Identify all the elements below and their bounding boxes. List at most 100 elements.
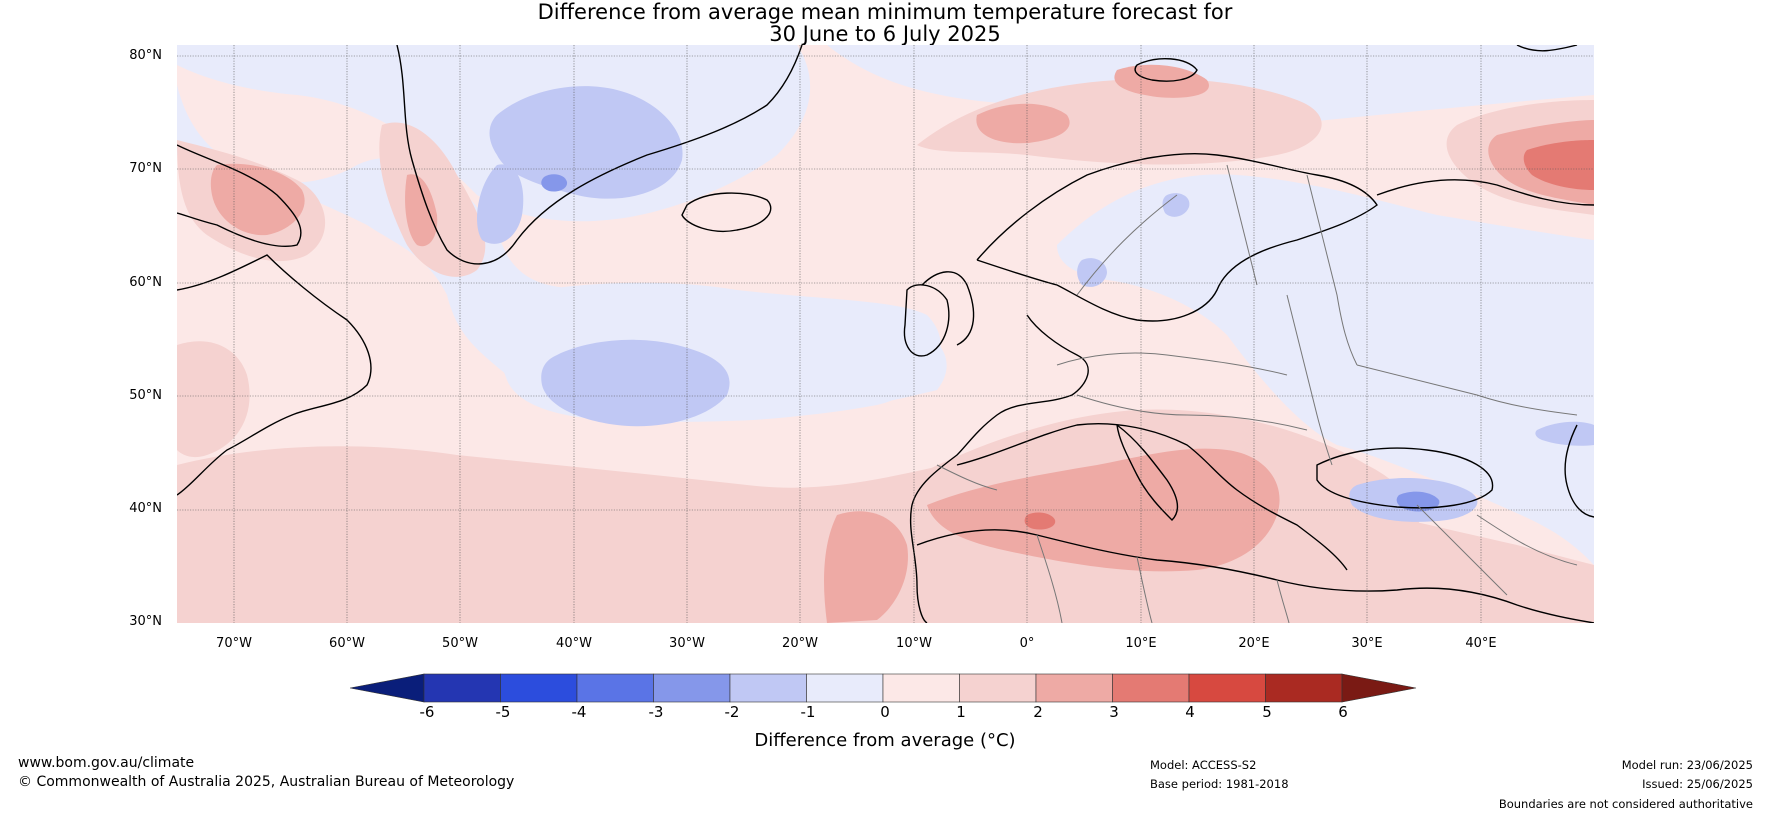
lat-label-30n: 30°N [129, 614, 162, 629]
coastline-russia-north [1376, 179, 1594, 206]
lon-label-50w: 50°W [442, 636, 478, 651]
border-central-europe-2 [1076, 394, 1308, 431]
chart-title-line-1: Difference from average mean minimum tem… [537, 0, 1233, 24]
colorbar-swatch [1265, 673, 1343, 703]
colorbar-tick-1: 1 [956, 703, 966, 721]
coastline-greenland [396, 45, 803, 265]
lat-label-50n: 50°N [129, 388, 162, 403]
website-link[interactable]: www.bom.gov.au/climate [18, 755, 195, 771]
anomaly-region-scandinavia-cold [1077, 258, 1107, 287]
copyright-notice: © Commonwealth of Australia 2025, Austra… [18, 774, 515, 790]
lon-label-40w: 40°W [556, 636, 592, 651]
colorbar-tick-minus2: -2 [724, 703, 740, 721]
anomaly-region-arctic-hot [976, 103, 1070, 144]
coastline-novaya-zemlya [1516, 45, 1578, 52]
colorbar-tick-minus6: -6 [419, 703, 435, 721]
colorbar-swatch [653, 673, 731, 703]
lon-label-70w: 70°W [216, 636, 252, 651]
coastlines [177, 45, 1594, 623]
colorbar-swatch [806, 673, 884, 703]
anomaly-region-caspian-cold [1535, 421, 1594, 446]
anomaly-region-sweden-cold [1162, 193, 1190, 217]
anomaly-region-west-atlantic-warm [177, 341, 250, 458]
colorbar-label: Difference from average (°C) [754, 730, 1016, 751]
colorbar-swatch [1188, 673, 1266, 703]
colorbar-swatch [576, 673, 654, 703]
lon-label-60w: 60°W [329, 636, 365, 651]
anomaly-region-greenland-sea-tongue [477, 164, 524, 244]
coastline-black-sea [1316, 447, 1494, 509]
lon-label-20w: 20°W [782, 636, 818, 651]
colorbar-tick-minus1: -1 [800, 703, 816, 721]
lon-label-30w: 30°W [669, 636, 705, 651]
lon-label-0: 0° [1019, 636, 1035, 651]
border-sweden-finland [1226, 164, 1258, 286]
border-eastern-europe [1286, 294, 1333, 466]
lon-label-10e: 10°E [1125, 636, 1157, 651]
model-name: Model: ACCESS-S2 [1150, 758, 1257, 772]
coastline-scandinavia [976, 153, 1378, 322]
colorbar [350, 673, 1417, 703]
coastline-north-africa [916, 529, 1594, 623]
border-north-africa [1036, 534, 1290, 623]
colorbar-extend-high [1341, 673, 1417, 703]
model-run-date: Model run: 23/06/2025 [1621, 758, 1753, 772]
coastline-british-isles [903, 271, 975, 357]
anomaly-region-greenland-sea-min [541, 174, 568, 192]
coastline-baffin-island [177, 144, 302, 247]
colorbar-swatch [959, 673, 1037, 703]
anomaly-region-scandinavia-russia-cool [1057, 174, 1594, 565]
coastline-iceland [681, 192, 772, 232]
border-russia-ukraine [1356, 364, 1578, 416]
colorbar-tick-minus3: -3 [648, 703, 664, 721]
colorbar-swatch [1112, 673, 1190, 703]
lat-label-80n: 80°N [129, 48, 162, 63]
colorbar-swatch [729, 673, 807, 703]
lon-label-30e: 30°E [1351, 636, 1383, 651]
anomaly-region-atlantic-cold [541, 339, 730, 427]
temperature-anomaly-map [177, 45, 1594, 623]
colorbar-swatch [500, 673, 578, 703]
colorbar-extend-low [350, 673, 425, 703]
colorbar-swatch [423, 673, 501, 703]
coastline-italy [1116, 424, 1179, 521]
coastline-europe-west [909, 314, 1089, 623]
colorbar-tick-6: 6 [1338, 703, 1348, 721]
lat-label-40n: 40°N [129, 501, 162, 516]
lon-label-20e: 20°E [1238, 636, 1270, 651]
colorbar-tick-0: 0 [880, 703, 890, 721]
lat-label-60n: 60°N [129, 275, 162, 290]
border-norway-sweden [1076, 194, 1178, 296]
lon-label-10w: 10°W [896, 636, 932, 651]
colorbar-tick-2: 2 [1033, 703, 1043, 721]
border-central-europe-1 [1056, 352, 1288, 376]
colorbar-tick-5: 5 [1262, 703, 1272, 721]
lon-label-40e: 40°E [1465, 636, 1497, 651]
lat-label-70n: 70°N [129, 161, 162, 176]
anomaly-region-greenland-sea-cold [489, 86, 683, 199]
colorbar-swatch [882, 673, 960, 703]
colorbar-swatch [1035, 673, 1113, 703]
boundary-disclaimer: Boundaries are not considered authoritat… [1498, 797, 1753, 811]
coastline-labrador [177, 254, 372, 496]
colorbar-tick-minus4: -4 [571, 703, 587, 721]
border-middle-east [1416, 504, 1578, 596]
colorbar-tick-minus5: -5 [495, 703, 511, 721]
coastline-svalbard [1134, 57, 1198, 82]
graticule [177, 45, 1594, 623]
coastline-mediterranean-north [956, 423, 1348, 571]
country-borders [936, 164, 1578, 623]
colorbar-tick-4: 4 [1185, 703, 1195, 721]
anomaly-region-greenland-coast-hot [405, 174, 438, 247]
border-iberia [936, 464, 998, 491]
anomaly-region-russia-max [1523, 140, 1594, 190]
coastline-caspian [1564, 424, 1594, 518]
issued-date: Issued: 25/06/2025 [1642, 777, 1753, 791]
base-period: Base period: 1981-2018 [1150, 777, 1289, 791]
anomaly-region-iberia-hot [824, 511, 908, 623]
chart-title-line-2: 30 June to 6 July 2025 [769, 22, 1001, 46]
anomaly-region-mediterranean-max [1024, 512, 1056, 530]
border-finland-russia [1306, 174, 1358, 366]
colorbar-swatches [350, 673, 1417, 703]
